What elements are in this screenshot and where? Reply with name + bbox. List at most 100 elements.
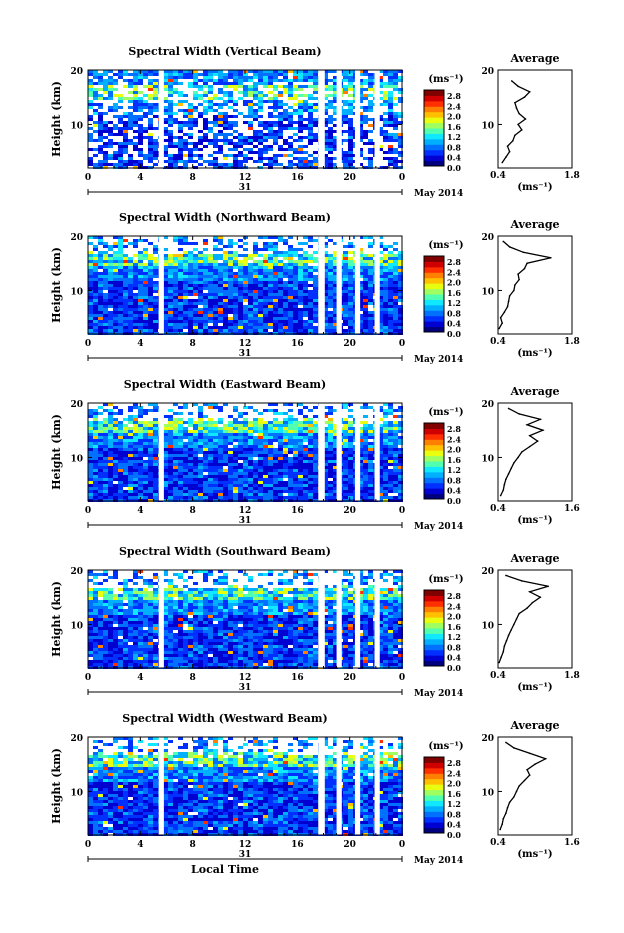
heatmap-cell (233, 311, 238, 314)
heatmap-cell (273, 320, 278, 323)
heatmap-cell (138, 481, 143, 484)
heatmap-cell (228, 466, 233, 469)
heatmap-cell (198, 424, 203, 427)
heatmap-cell (268, 320, 273, 323)
heatmap-cell (283, 305, 288, 308)
heatmap-cell (303, 76, 308, 79)
heatmap-cell (198, 487, 203, 490)
heatmap-cell (113, 109, 118, 112)
heatmap-cell (133, 296, 138, 299)
heatmap-cell (248, 112, 253, 115)
heatmap-cell (223, 278, 228, 281)
heatmap-cell (343, 112, 348, 115)
heatmap-cell (313, 260, 318, 263)
heatmap-cell (148, 133, 153, 136)
heatmap-cell (253, 481, 258, 484)
heatmap-cell (168, 421, 173, 424)
heatmap-cell (278, 85, 283, 88)
heatmap-cell (128, 275, 133, 278)
heatmap-cell (278, 299, 283, 302)
heatmap-cell (168, 487, 173, 490)
heatmap-cell (218, 118, 223, 121)
heatmap-cell (293, 284, 298, 287)
heatmap-cell (108, 275, 113, 278)
heatmap-cell (273, 284, 278, 287)
average-profile-point (504, 311, 506, 313)
heatmap-cell (168, 109, 173, 112)
heatmap-cell (298, 302, 303, 305)
average-x-label: (ms⁻¹) (517, 182, 552, 193)
heatmap-cell (348, 314, 353, 317)
heatmap-cell (143, 323, 148, 326)
heatmap-cell (148, 103, 153, 106)
heatmap-cell (138, 448, 143, 451)
heatmap-cell (143, 275, 148, 278)
heatmap-cell (208, 127, 213, 130)
heatmap-cell (103, 299, 108, 302)
heatmap-cell (223, 481, 228, 484)
heatmap-cell (343, 436, 348, 439)
heatmap-cell (243, 266, 248, 269)
heatmap-cell (178, 406, 183, 409)
heatmap-cell (268, 145, 273, 148)
heatmap-cell (293, 320, 298, 323)
heatmap-cell (223, 424, 228, 427)
heatmap-cell (178, 290, 183, 293)
heatmap-cell (168, 457, 173, 460)
heatmap-cell (233, 472, 238, 475)
heatmap-cell (153, 424, 158, 427)
y-tick-label: 20 (70, 67, 83, 77)
heatmap-cell (178, 439, 183, 442)
heatmap-cell (293, 293, 298, 296)
heatmap-cell (308, 475, 313, 478)
heatmap-cell (193, 317, 198, 320)
heatmap-cell (313, 308, 318, 311)
heatmap-cell (278, 466, 283, 469)
heatmap-cell (393, 320, 398, 323)
heatmap-cell (233, 142, 238, 145)
heatmap-cell (168, 478, 173, 481)
heatmap-cell (198, 73, 203, 76)
heatmap-cell (308, 445, 313, 448)
heatmap-cell (193, 142, 198, 145)
heatmap-cell (103, 287, 108, 290)
heatmap-cell (178, 317, 183, 320)
heatmap-cell (368, 94, 373, 97)
heatmap-cell (363, 290, 368, 293)
heatmap-cell (293, 460, 298, 463)
heatmap-cell (388, 245, 393, 248)
heatmap-cell (273, 478, 278, 481)
average-x-tick-label: 1.8 (564, 171, 580, 181)
heatmap-cell (233, 475, 238, 478)
heatmap-cell (363, 302, 368, 305)
average-profile-point (502, 241, 504, 243)
heatmap-cell (178, 412, 183, 415)
heatmap-cell (103, 427, 108, 430)
heatmap-cell (93, 415, 98, 418)
heatmap-cell (313, 439, 318, 442)
heatmap-cell (223, 430, 228, 433)
heatmap-cell (388, 296, 393, 299)
heatmap-cell (248, 290, 253, 293)
heatmap-cell (218, 478, 223, 481)
heatmap-cell (228, 439, 233, 442)
heatmap-cell (288, 269, 293, 272)
heatmap-cell (223, 136, 228, 139)
heatmap-cell (108, 326, 113, 329)
heatmap-cell (223, 323, 228, 326)
heatmap-cell (213, 239, 218, 242)
heatmap-cell (288, 317, 293, 320)
heatmap-cell (273, 124, 278, 127)
heatmap-cell (288, 281, 293, 284)
heatmap-cell (298, 427, 303, 430)
heatmap-cell (173, 475, 178, 478)
heatmap-cell (243, 457, 248, 460)
heatmap-cell (108, 145, 113, 148)
heatmap-cell (308, 160, 313, 163)
heatmap-cell (118, 305, 123, 308)
heatmap-cell (283, 454, 288, 457)
heatmap-cell (103, 478, 108, 481)
heatmap-cell (308, 448, 313, 451)
heatmap-cell (198, 418, 203, 421)
heatmap-cell (383, 151, 388, 154)
